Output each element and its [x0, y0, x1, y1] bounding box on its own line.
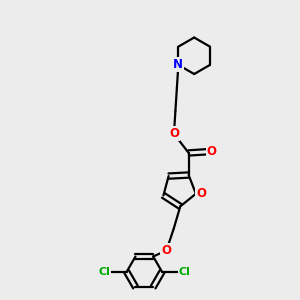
- Text: O: O: [161, 244, 171, 257]
- Text: Cl: Cl: [179, 267, 190, 277]
- Text: N: N: [173, 58, 183, 71]
- Text: O: O: [169, 127, 179, 140]
- Text: O: O: [207, 145, 217, 158]
- Text: Cl: Cl: [98, 267, 110, 277]
- Text: O: O: [196, 187, 206, 200]
